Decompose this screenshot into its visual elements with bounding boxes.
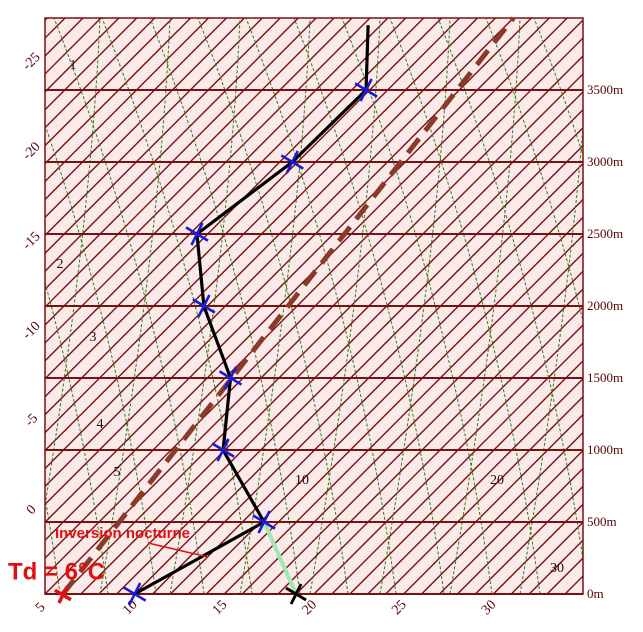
adiabat-curve [45,18,101,509]
y-tick-label: 3000m [587,154,623,169]
x-tick-label: 25 [389,598,410,619]
isotherm-line [45,18,263,237]
profile-marker [211,438,235,462]
curve-label: 5 [114,465,121,480]
curve-label: 20 [490,473,504,488]
dewpoint-marker [54,586,72,604]
y-tick-label: 500m [587,514,617,529]
mixing-line [60,16,516,596]
isotherm-line [313,324,583,594]
adiabat-curve [533,18,583,157]
isotherm-line [403,413,583,594]
hatch-line [0,18,11,594]
adiabat-curve [101,18,253,594]
hatch-line [45,18,192,165]
profile-marker [192,294,216,318]
x-tick-label: 20 [300,598,321,619]
curve-label: 4 [97,417,104,432]
adiabat-curve [449,18,521,594]
hatch-line [331,341,583,594]
profile-marker [280,150,304,174]
dewpoint-label: Td = 6°C [8,558,105,585]
adiabat-curve [341,18,493,594]
adiabat-curve [169,18,241,594]
adiabat-curve [309,18,381,594]
profile-marker-stroke [211,438,235,462]
y-tick-label: 1000m [587,442,623,457]
profile-marker-stroke [122,582,147,606]
adiabat-curve [45,280,109,594]
adiabat-curve [519,121,583,594]
curve-label: 1 [70,58,77,73]
curve-label: 30 [550,561,564,576]
adiabat-curve [379,18,451,594]
hatch-line [45,18,156,129]
hatch-line [439,449,583,594]
profile-marker [354,78,378,102]
hatch-line [456,467,583,594]
profile-marker-stroke [185,222,209,246]
hatch-line [367,377,583,594]
profile-marker [122,582,147,606]
hatch-line [45,18,281,255]
dewpoint-marker-stroke [54,586,72,604]
adiabat-curve [99,18,171,594]
profile-marker-stroke [354,78,378,102]
isotherm-label: -10 [20,319,44,343]
curve-label: 2 [57,257,64,272]
x-tick-label: 30 [479,598,500,619]
hatch-line [349,359,583,594]
isotherm-label: -5 [22,411,41,430]
surface-marker-stroke [285,583,307,605]
y-tick-label: 2500m [587,226,623,241]
curve-label: 10 [295,473,309,488]
isotherm-label: -20 [20,140,44,164]
annotation-pointer [147,542,209,558]
hatch-line [421,431,583,594]
curve-label: 3 [90,330,97,345]
y-tick-label: 1500m [587,370,623,385]
plot-frame [44,17,584,595]
annotation: Inversion nocturne [55,525,190,542]
adiabat-curve [45,123,157,594]
isotherm-label: -15 [20,229,44,253]
y-tick-label: 0m [587,586,604,601]
profile-marker [185,222,209,246]
hatch-line [45,18,227,201]
adiabat-curve [437,18,583,563]
isotherm-label: 0 [24,502,40,518]
hatch-line [45,18,245,219]
profile-marker-stroke [192,294,216,318]
isotherm-label: -25 [20,50,44,74]
surface-marker [285,583,307,605]
y-tick-label: 3500m [587,82,623,97]
profile-marker-stroke [280,150,304,174]
hatch-line [385,395,583,594]
adiabat-curve [245,18,397,594]
hatch-line [45,18,210,183]
profile-marker-stroke [218,366,243,390]
y-tick-label: 2000m [587,298,623,313]
isotherm-line [45,18,174,147]
profile-marker-stroke [252,510,276,534]
adiabat-curve [53,18,205,594]
x-tick-label: 15 [210,598,231,619]
adiabat-curve [293,18,445,594]
heating-line [262,521,298,595]
x-tick-label: 5 [33,600,49,616]
profile-marker [252,510,276,534]
hatch-line [45,18,299,273]
adiabat-curve [239,18,311,594]
hatch-line [474,485,583,594]
profile-marker [218,366,243,390]
hatch-line [295,306,583,594]
hatch-line [45,18,317,291]
adiabat-curve [389,18,541,594]
adiabat-curve [149,18,301,594]
